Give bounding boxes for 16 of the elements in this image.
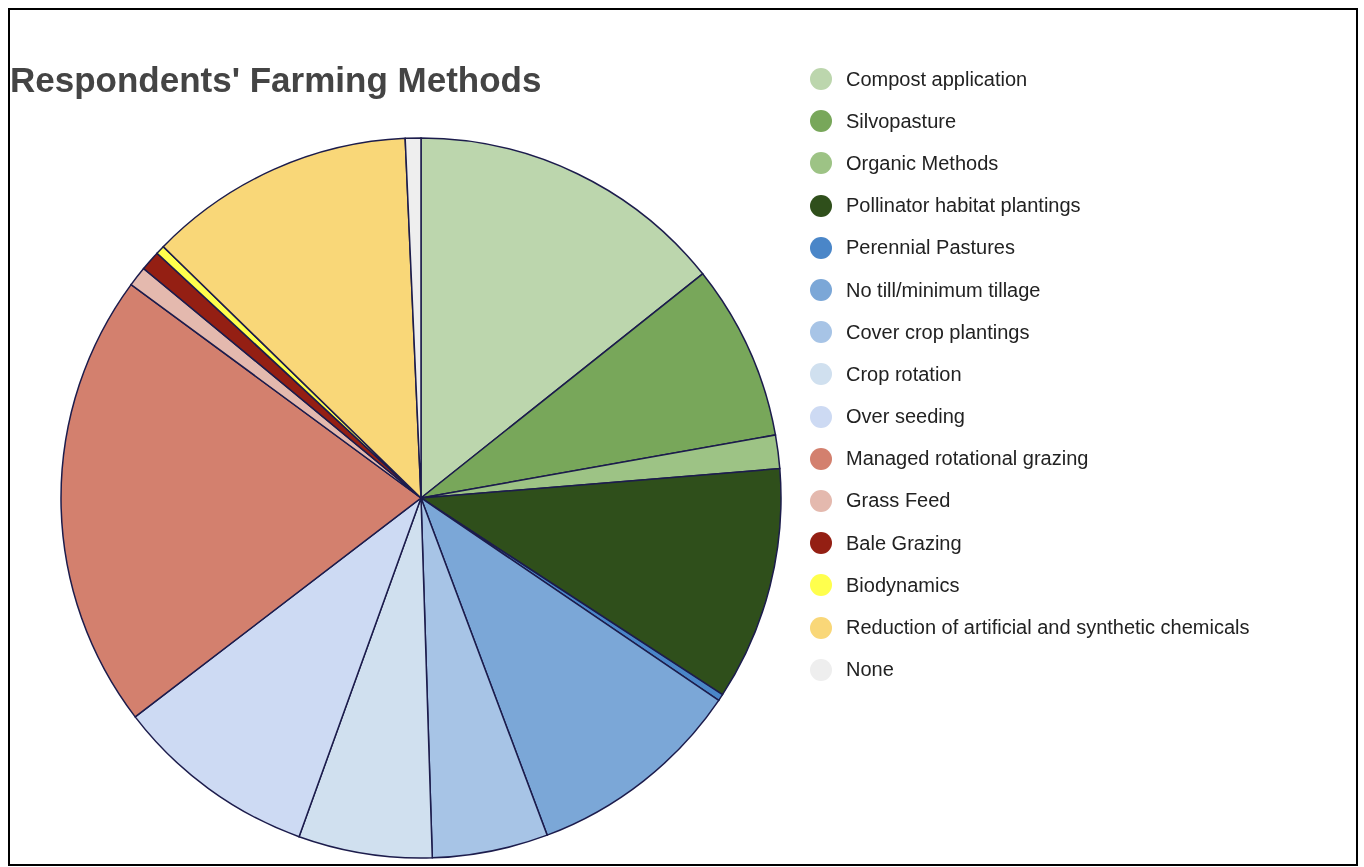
legend-label: None xyxy=(846,658,894,682)
chart-title: Respondents' Farming Methods xyxy=(10,60,542,100)
legend-label: No till/minimum tillage xyxy=(846,278,1041,302)
legend-label: Biodynamics xyxy=(846,573,960,597)
legend-label: Reduction of artificial and synthetic chemicals xyxy=(846,616,1250,640)
legend-label: Cover crop plantings xyxy=(846,320,1030,344)
legend-label: Crop rotation xyxy=(846,362,962,386)
legend-label: Over seeding xyxy=(846,405,965,429)
legend-label: Managed rotational grazing xyxy=(846,447,1089,471)
legend-label: Compost application xyxy=(846,67,1028,91)
legend-label: Bale Grazing xyxy=(846,531,962,555)
legend-label: Grass Feed xyxy=(846,489,951,513)
legend-label: Organic Methods xyxy=(846,151,999,175)
legend-label: Perennial Pastures xyxy=(846,236,1015,260)
legend-label: Silvopasture xyxy=(846,109,957,133)
legend-label: Pollinator habitat plantings xyxy=(846,194,1081,218)
